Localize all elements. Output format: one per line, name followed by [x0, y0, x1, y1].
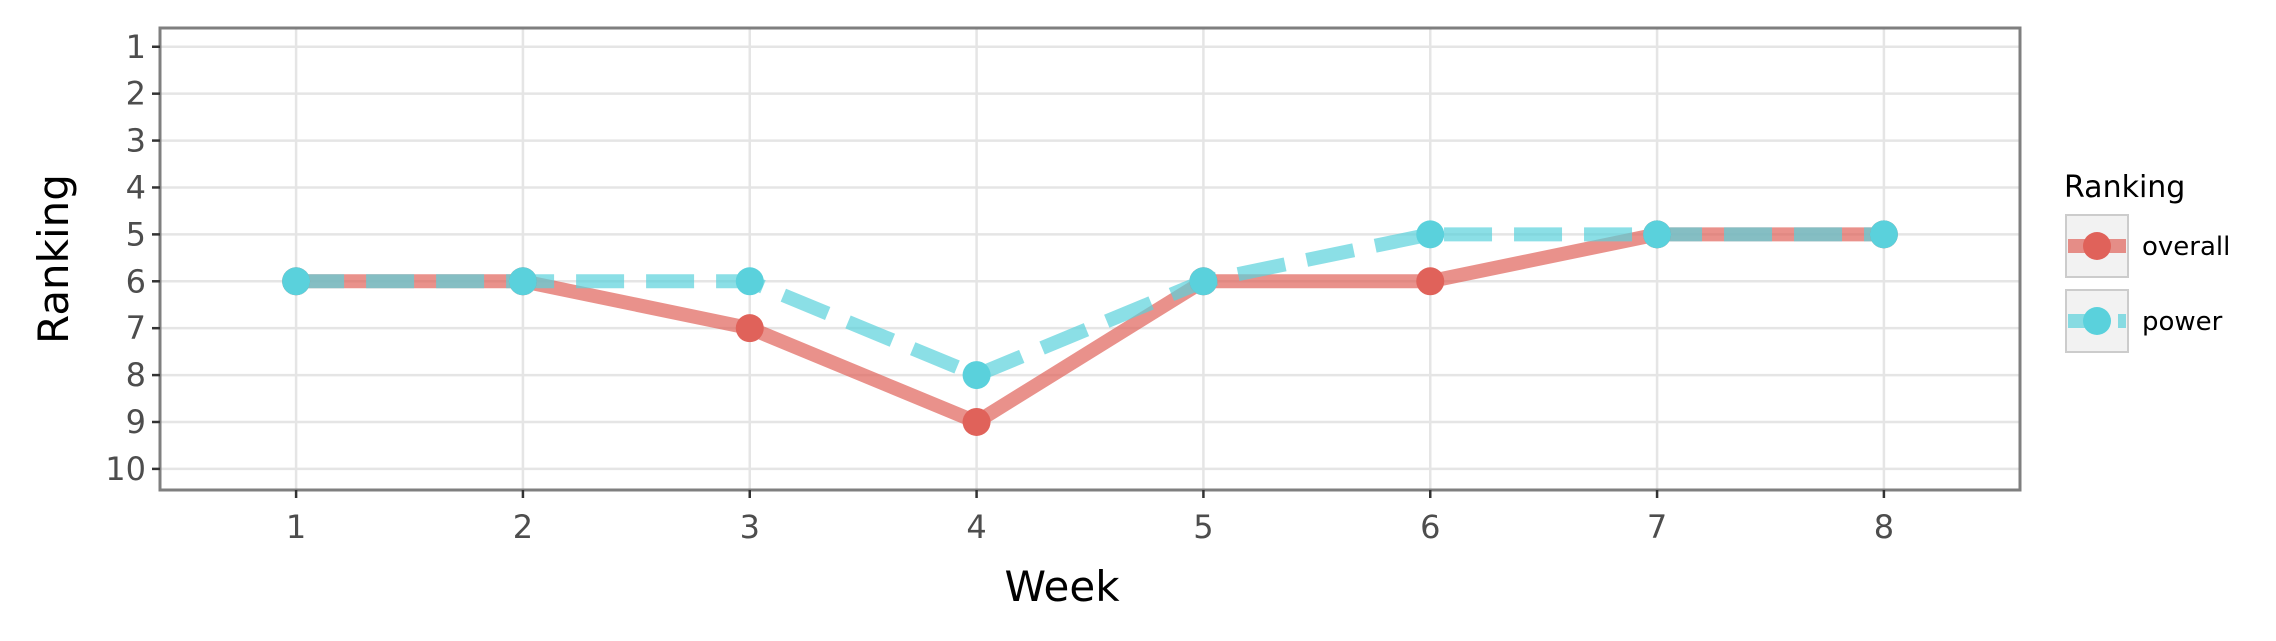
series-points	[282, 220, 1898, 436]
legend: Ranking overall power	[2064, 170, 2230, 353]
series-line-power	[296, 227, 1884, 383]
x-axis-ticks: 1 2 3 4 5 6 7 8	[286, 490, 1894, 546]
x-tick-label: 5	[1193, 508, 1213, 546]
x-tick-label: 7	[1647, 508, 1667, 546]
y-tick-label: 9	[126, 403, 146, 441]
x-axis-title: Week	[1004, 562, 1120, 611]
y-axis-title: Ranking	[29, 174, 78, 344]
legend-label-overall: overall	[2142, 232, 2230, 262]
y-tick-label: 4	[126, 168, 146, 206]
point-power	[1416, 220, 1445, 249]
x-tick-label: 6	[1420, 508, 1440, 546]
y-tick-label: 6	[126, 262, 146, 300]
point-power	[1869, 220, 1898, 249]
point-power	[282, 267, 311, 296]
y-tick-label: 7	[126, 309, 146, 347]
y-tick-label: 2	[126, 75, 146, 113]
y-axis-ticks: 1 2 3 4 5 6 7 8 9 10	[105, 28, 160, 488]
legend-title: Ranking	[2064, 170, 2185, 205]
plot-border	[158, 26, 2022, 492]
legend-point-power	[2083, 307, 2111, 335]
y-tick-label: 10	[105, 450, 146, 488]
grid-x	[294, 28, 1886, 490]
x-tick-label: 4	[966, 508, 986, 546]
point-power	[735, 267, 764, 296]
y-tick-label: 3	[126, 122, 146, 160]
x-tick-label: 3	[740, 508, 760, 546]
point-power	[962, 361, 991, 390]
point-overall	[1416, 267, 1445, 296]
point-power	[1189, 267, 1218, 296]
point-power	[1643, 220, 1672, 249]
x-tick-label: 8	[1874, 508, 1894, 546]
x-tick-label: 2	[513, 508, 533, 546]
y-tick-label: 8	[126, 356, 146, 394]
plot-panel	[160, 28, 2020, 490]
series-line-overall	[296, 227, 1884, 429]
x-tick-label: 1	[286, 508, 306, 546]
y-tick-label: 5	[126, 215, 146, 253]
point-overall	[962, 407, 991, 436]
point-overall	[735, 314, 764, 343]
series-lines	[296, 227, 1884, 429]
legend-label-power: power	[2142, 307, 2223, 337]
legend-point-overall	[2083, 232, 2111, 260]
point-power	[508, 267, 537, 296]
y-tick-label: 1	[126, 28, 146, 66]
